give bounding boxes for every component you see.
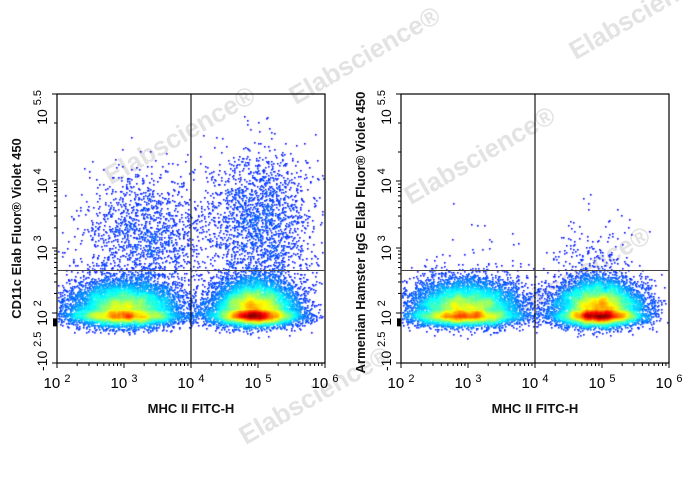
x-tick-label: 10 2 (44, 373, 71, 392)
plot-panel-1: 10 2 10 3 10 4 10 5 10 6 -10 2.5 10 2 10 3 10 4 1… (9, 90, 338, 416)
x-tick-label: 10 2 (388, 373, 415, 392)
x-axis-label: MHC II FITC-H (492, 401, 579, 416)
y-axis-label: Armenian Hamster IgG Elab Fluor® Violet … (353, 92, 368, 374)
x-tick-label: 10 6 (656, 373, 683, 392)
y-tick-label: 10 4 (376, 168, 394, 194)
y-tick-label: -10 2.5 (376, 332, 394, 371)
y-axis-linear-region-ticks (53, 318, 57, 327)
x-tick-label: 10 4 (178, 373, 205, 392)
y-axis-linear-region-ticks (397, 318, 401, 327)
x-axis-label: MHC II FITC-H (148, 401, 235, 416)
y-tick-label: 10 4 (32, 168, 50, 194)
y-tick-label: 10 5.5 (376, 90, 394, 125)
x-tick-label: 10 5 (589, 373, 616, 392)
y-tick-label: 10 5.5 (32, 90, 50, 125)
y-tick-label: 10 2 (32, 300, 50, 326)
x-tick-label: 10 3 (111, 373, 138, 392)
y-tick-label: -10 2.5 (32, 332, 50, 371)
x-tick-label: 10 5 (245, 373, 272, 392)
y-axis-label: CD11c Elab Fluor® Violet 450 (9, 138, 24, 319)
y-tick-label: 10 2 (376, 300, 394, 326)
plot-panel-2: 10 2 10 3 10 4 10 5 10 6 -10 2.5 10 2 10 3 10 4 1… (353, 90, 682, 416)
x-tick-label: 10 6 (312, 373, 339, 392)
x-tick-label: 10 4 (522, 373, 549, 392)
x-tick-label: 10 3 (455, 373, 482, 392)
y-tick-label: 10 3 (376, 235, 394, 261)
y-tick-label: 10 3 (32, 235, 50, 261)
